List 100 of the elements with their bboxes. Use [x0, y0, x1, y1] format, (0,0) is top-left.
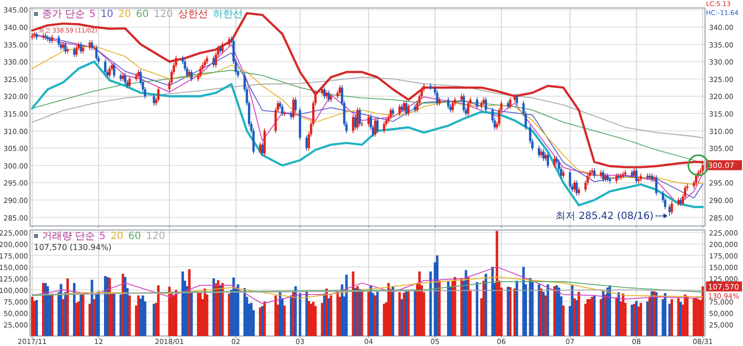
bar — [66, 278, 69, 336]
candlestick — [655, 174, 658, 196]
candlestick — [405, 100, 408, 116]
bar — [546, 284, 550, 336]
bar — [670, 299, 674, 336]
bar — [407, 291, 410, 336]
bar — [600, 299, 602, 336]
bar — [60, 284, 62, 336]
candlestick — [633, 168, 636, 179]
bar — [294, 286, 297, 336]
bar — [283, 306, 286, 336]
candlestick — [467, 100, 470, 116]
bar — [323, 294, 326, 336]
bar — [188, 269, 191, 336]
bar — [236, 284, 240, 336]
bar — [578, 292, 580, 336]
bar — [97, 291, 100, 336]
bar — [142, 295, 144, 336]
candlestick — [90, 40, 94, 51]
bar — [190, 290, 193, 336]
candlestick — [157, 86, 160, 103]
legend-title: 종가 단순 — [42, 9, 86, 20]
bar — [392, 286, 394, 336]
bar — [615, 297, 618, 336]
bar — [204, 288, 206, 336]
candlestick — [452, 100, 454, 113]
candlestick — [462, 93, 465, 113]
bar — [261, 306, 264, 336]
bar — [370, 285, 372, 336]
bar — [496, 230, 498, 336]
bar — [376, 292, 379, 336]
bar — [646, 301, 649, 336]
candlestick — [509, 96, 512, 110]
candlestick — [108, 66, 111, 78]
legend: 종가 단순 5 10 20 60 120 상한선 하한선 — [34, 9, 243, 20]
candlestick — [390, 107, 392, 120]
candlestick — [292, 96, 295, 120]
legend-title: 거래량 단순 — [42, 231, 96, 242]
bar — [308, 300, 310, 336]
bar — [604, 294, 607, 336]
annotation: 최저 285.42 (08/16) — [556, 210, 654, 222]
candlestick — [328, 90, 330, 103]
bar — [157, 285, 160, 336]
bar — [250, 302, 253, 336]
bar — [558, 288, 560, 336]
candlestick — [590, 168, 594, 176]
candlestick — [48, 36, 52, 44]
bar — [360, 290, 364, 336]
candlestick — [323, 86, 326, 100]
bar — [677, 298, 680, 336]
bar — [702, 286, 704, 336]
candlestick — [575, 180, 578, 196]
candlestick — [374, 118, 376, 138]
bar — [314, 306, 317, 336]
bar — [438, 280, 441, 336]
candlestick — [635, 168, 638, 184]
bar — [608, 285, 612, 336]
bar — [588, 299, 592, 336]
bar — [400, 299, 404, 336]
candlestick — [261, 142, 264, 156]
bar — [95, 294, 98, 336]
line-series — [32, 281, 704, 296]
bar — [664, 293, 666, 336]
line-series — [32, 76, 704, 138]
bar — [168, 286, 171, 336]
candlestick — [338, 84, 341, 96]
candlestick — [104, 58, 106, 75]
candlestick — [281, 104, 284, 116]
candlestick — [447, 96, 450, 110]
bar — [454, 277, 456, 336]
candlestick — [602, 170, 604, 182]
candlestick — [88, 40, 91, 51]
candlestick — [358, 107, 361, 127]
bar — [509, 287, 512, 336]
legend: 거래량 단순 5 20 60 120 — [34, 231, 166, 242]
candlestick — [228, 36, 230, 48]
bar — [484, 274, 488, 336]
candlestick — [212, 55, 215, 68]
annotation: 107,570 (130.94%) — [34, 243, 112, 252]
candlestick — [354, 114, 356, 130]
candlestick — [546, 152, 550, 168]
bar — [345, 274, 348, 336]
bar — [292, 291, 295, 336]
bar — [122, 274, 124, 336]
line-series — [31, 60, 704, 208]
bar — [476, 282, 478, 336]
bar — [593, 295, 596, 336]
bar — [263, 301, 266, 336]
bar — [174, 290, 178, 336]
bar — [429, 271, 432, 336]
bar — [464, 270, 468, 336]
bar — [655, 292, 658, 336]
bar — [531, 282, 534, 336]
candlestick — [695, 173, 698, 186]
bar — [128, 295, 131, 336]
candlestick — [58, 34, 60, 48]
candlestick — [593, 168, 596, 179]
candlestick — [283, 110, 286, 116]
candlestick — [670, 200, 673, 215]
bar — [635, 300, 638, 336]
